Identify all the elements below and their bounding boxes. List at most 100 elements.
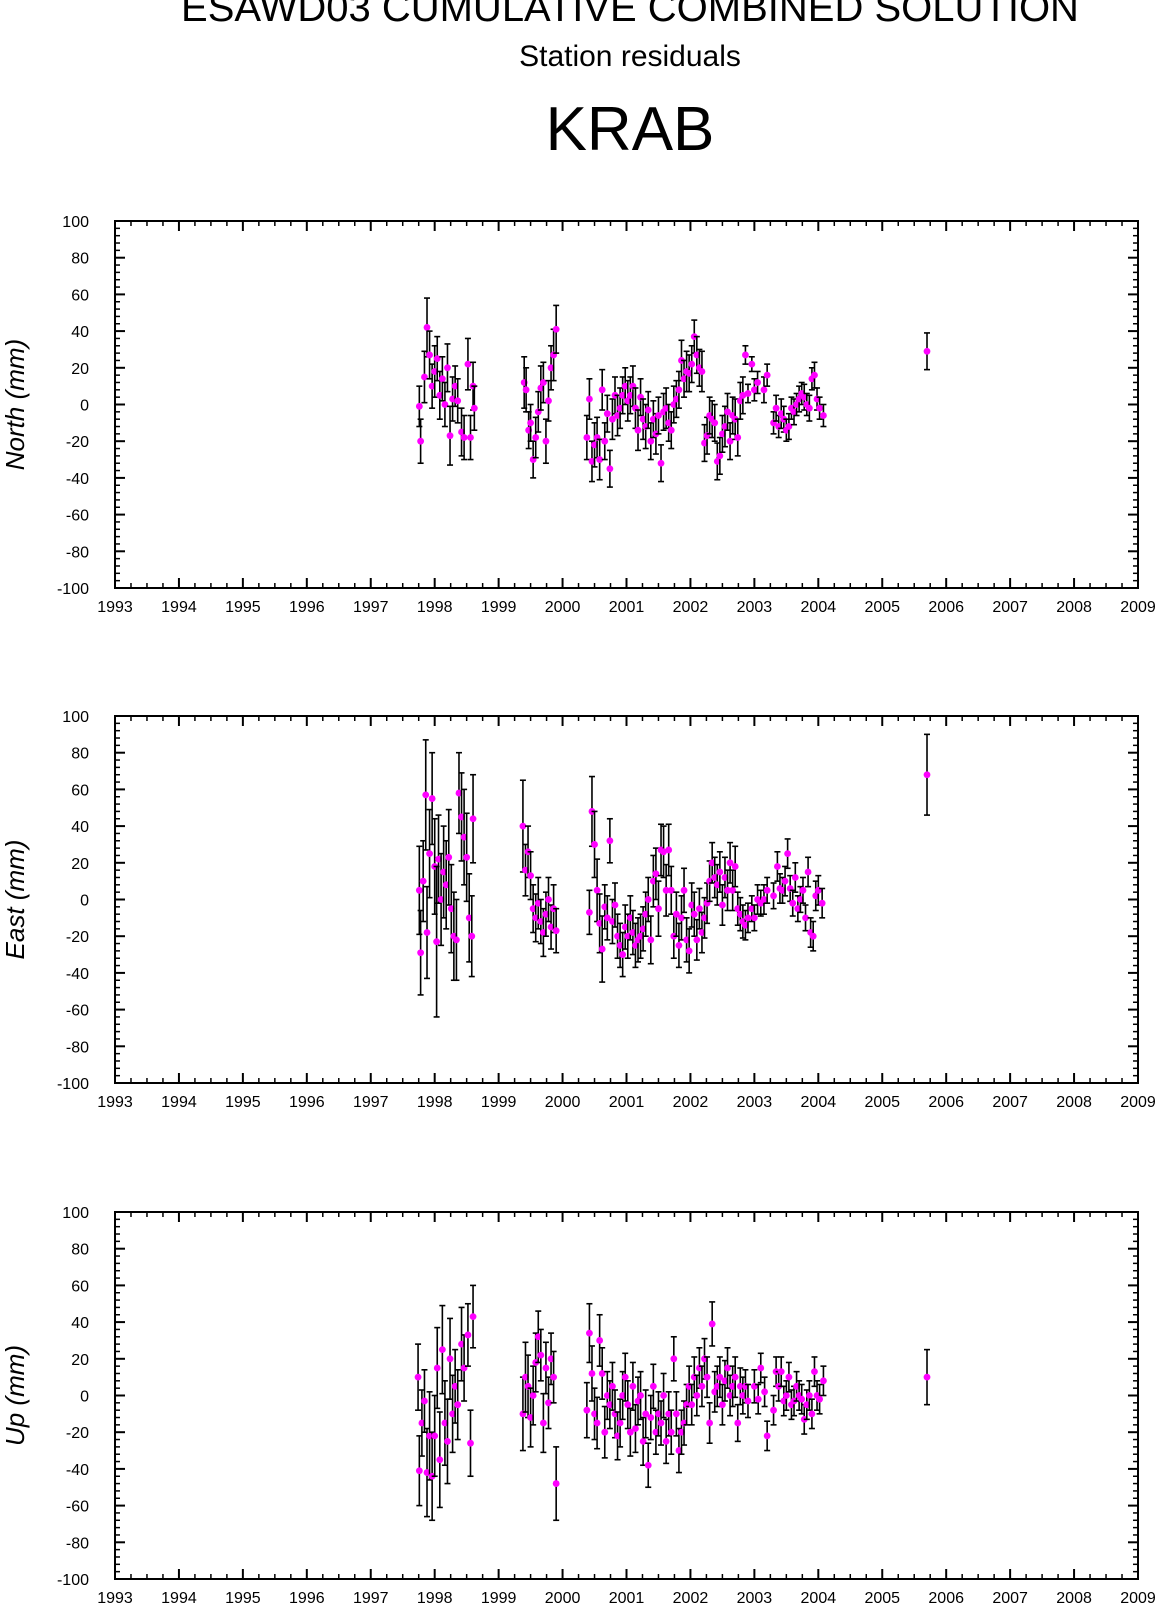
x-tick-label: 1998 xyxy=(417,1590,453,1607)
chart-panel-3: 1993 1994 1995 1996 1997 1998 1999 2000 2001 2002… xyxy=(0,1205,1156,1607)
x-tick-label: 2000 xyxy=(545,599,581,616)
data-point xyxy=(601,1428,609,1436)
data-point xyxy=(744,1397,752,1405)
data-point xyxy=(655,905,662,913)
x-tick-label: 2001 xyxy=(609,599,645,616)
data-point xyxy=(629,929,637,936)
data-point xyxy=(818,899,826,907)
data-point xyxy=(770,892,777,900)
data-point xyxy=(742,921,749,929)
data-point xyxy=(539,379,547,386)
data-point xyxy=(777,1368,785,1376)
data-point xyxy=(527,1414,534,1421)
data-point xyxy=(415,1467,423,1475)
data-point xyxy=(428,382,436,390)
x-tick-label: 2001 xyxy=(609,1094,645,1111)
data-point xyxy=(552,1480,560,1487)
data-point xyxy=(545,896,552,903)
data-point xyxy=(454,397,462,405)
y-tick-label: 0 xyxy=(80,398,89,415)
data-point xyxy=(701,439,708,447)
data-point xyxy=(414,1373,422,1381)
data-point xyxy=(464,360,472,368)
data-point xyxy=(716,452,724,460)
data-point xyxy=(465,914,473,922)
data-point xyxy=(426,850,433,858)
data-point xyxy=(455,789,463,797)
data-point xyxy=(721,1377,729,1385)
data-point xyxy=(458,1340,465,1348)
y-tick-label: -40 xyxy=(66,471,89,488)
data-point xyxy=(652,1428,660,1436)
data-point xyxy=(547,364,555,372)
data-point xyxy=(596,919,604,927)
data-point xyxy=(621,382,629,390)
data-point xyxy=(693,351,701,359)
data-point xyxy=(711,419,719,427)
data-point xyxy=(811,1368,818,1376)
data-point xyxy=(660,1392,667,1399)
data-point xyxy=(779,886,786,894)
x-tick-label: 2003 xyxy=(737,599,773,616)
data-point xyxy=(442,881,450,889)
data-point xyxy=(614,932,621,940)
y-tick-label: 40 xyxy=(71,324,89,341)
data-point xyxy=(609,918,616,925)
y-tick-label: -80 xyxy=(66,1535,89,1552)
data-point xyxy=(754,379,761,386)
data-point xyxy=(436,1456,444,1464)
data-point xyxy=(616,941,624,949)
data-point xyxy=(739,391,747,399)
data-point xyxy=(647,1414,655,1421)
data-point xyxy=(423,1469,431,1476)
data-point xyxy=(773,863,781,870)
data-point xyxy=(588,1370,596,1377)
data-point xyxy=(754,1395,762,1403)
data-point xyxy=(731,1373,739,1381)
data-point xyxy=(761,1388,769,1396)
data-point xyxy=(678,1428,685,1436)
data-point xyxy=(449,1410,456,1418)
data-point xyxy=(621,923,629,931)
data-point xyxy=(469,1313,477,1320)
data-point xyxy=(642,910,650,918)
y-axis-label: East (mm) xyxy=(0,840,30,960)
x-tick-label: 1997 xyxy=(353,1590,389,1607)
y-tick-label: -100 xyxy=(57,1076,89,1093)
data-point xyxy=(522,1373,529,1381)
data-point xyxy=(426,351,433,359)
data-point xyxy=(760,896,768,903)
data-point xyxy=(547,923,555,931)
data-point xyxy=(601,437,609,445)
data-point xyxy=(820,1377,827,1385)
data-point xyxy=(619,1392,627,1399)
data-point xyxy=(446,1355,454,1363)
data-point xyxy=(695,905,703,913)
x-tick-label: 2009 xyxy=(1120,599,1156,616)
data-point xyxy=(415,402,423,410)
x-tick-label: 2008 xyxy=(1056,1590,1092,1607)
data-point xyxy=(793,401,800,408)
data-point xyxy=(598,1370,606,1377)
data-point xyxy=(537,1351,545,1359)
x-tick-label: 1998 xyxy=(417,1094,453,1111)
data-point xyxy=(680,375,688,383)
data-point xyxy=(657,1419,665,1427)
data-point xyxy=(793,1382,800,1390)
data-point xyxy=(637,1392,644,1399)
data-point xyxy=(780,1397,788,1405)
data-point xyxy=(802,914,809,922)
x-tick-label: 2005 xyxy=(864,1590,900,1607)
data-point xyxy=(693,1392,701,1399)
data-point xyxy=(440,868,448,876)
y-tick-label: 100 xyxy=(62,709,89,726)
data-point xyxy=(652,870,660,878)
data-point xyxy=(451,382,459,390)
data-point xyxy=(772,404,780,412)
x-tick-label: 2003 xyxy=(737,1094,773,1111)
data-point xyxy=(591,1410,598,1418)
data-point xyxy=(637,932,644,940)
y-tick-label: -40 xyxy=(66,966,89,983)
y-tick-label: 0 xyxy=(80,1389,89,1406)
